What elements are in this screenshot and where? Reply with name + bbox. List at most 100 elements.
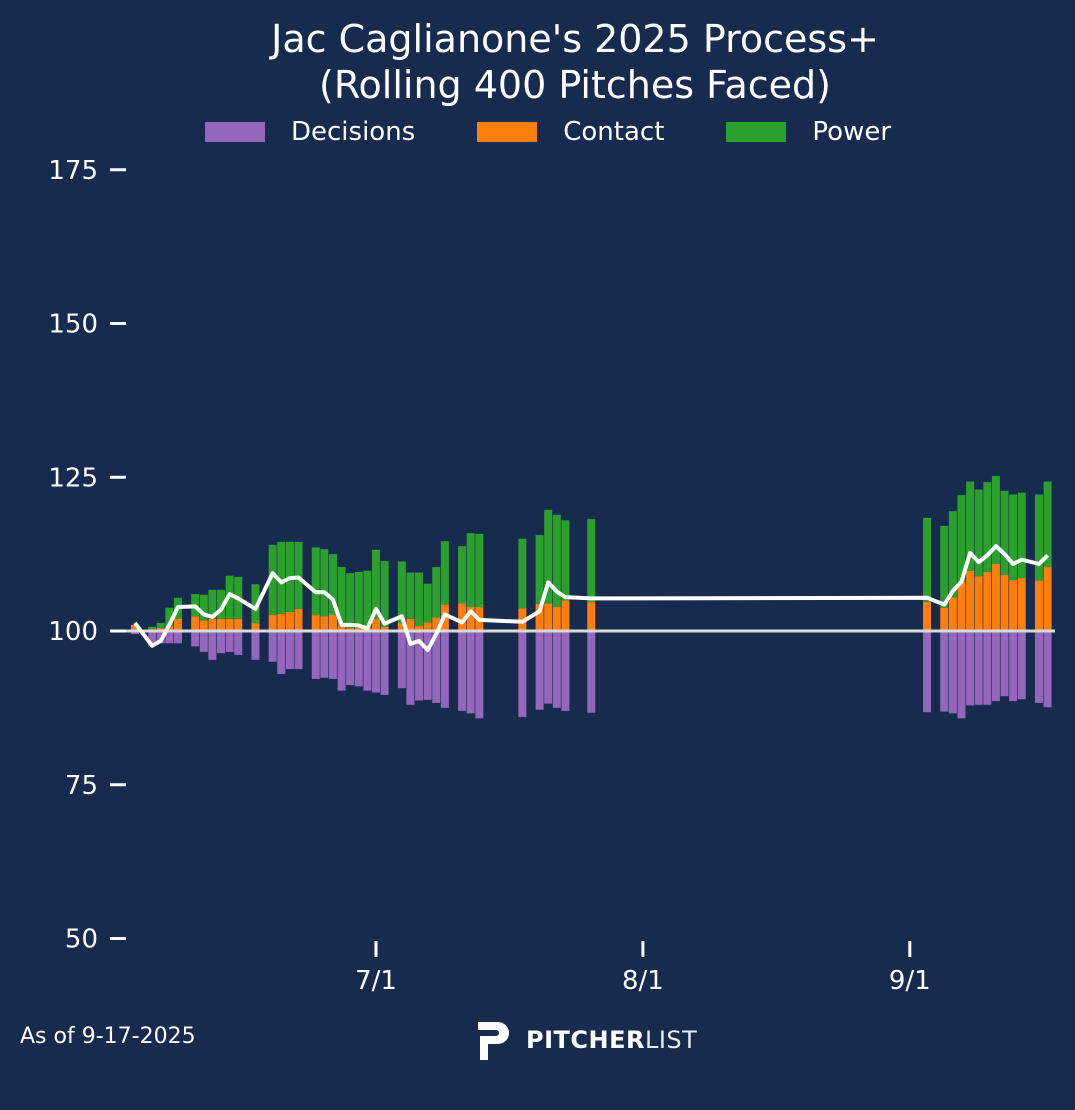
decisions-bar — [535, 631, 544, 710]
decisions-bar — [1043, 631, 1052, 708]
decisions-bar — [380, 631, 389, 695]
decisions-bar — [458, 631, 467, 711]
decisions-bar — [320, 631, 329, 678]
power-bar — [1000, 490, 1009, 576]
power-bar — [311, 547, 320, 616]
contact-bar — [285, 611, 294, 631]
power-bar — [948, 511, 957, 598]
contact-bar — [406, 618, 415, 631]
x-tick-label: 7/1 — [355, 966, 397, 996]
contact-bar — [966, 570, 975, 631]
legend-swatch-power — [726, 122, 787, 142]
contact-bar — [1034, 580, 1043, 631]
contact-bar — [544, 603, 553, 631]
x-tick-label: 8/1 — [622, 966, 664, 996]
decisions-bar — [251, 631, 260, 660]
decisions-bar — [328, 631, 337, 679]
power-bar — [974, 489, 983, 577]
y-tick-label: 150 — [48, 310, 98, 340]
contact-bar — [423, 622, 432, 631]
power-bar — [165, 607, 174, 627]
power-bar — [337, 567, 346, 627]
decisions-bar — [475, 631, 484, 719]
decisions-bar — [217, 631, 226, 654]
contact-bar — [983, 571, 992, 631]
chart-title: Jac Caglianone's 2025 Process+ (Rolling … — [0, 16, 1075, 108]
power-bar — [380, 560, 389, 627]
contact-bar — [217, 618, 226, 631]
power-bar — [923, 517, 932, 603]
contact-bar — [130, 624, 139, 631]
legend-item-decisions: Decisions — [205, 117, 415, 147]
legend-swatch-decisions — [205, 122, 265, 142]
power-bar — [1009, 494, 1018, 580]
power-bar — [940, 525, 949, 608]
power-bar — [432, 567, 441, 618]
decisions-bar — [372, 631, 380, 693]
decisions-bar — [983, 631, 992, 705]
power-bar — [544, 509, 553, 604]
decisions-bar — [268, 631, 277, 662]
power-bar — [466, 533, 475, 608]
power-bar — [217, 589, 226, 619]
legend-label-decisions: Decisions — [291, 117, 416, 147]
decisions-bar — [587, 631, 596, 713]
power-bar — [1017, 492, 1026, 579]
power-bar — [277, 541, 286, 614]
power-bar — [423, 583, 432, 623]
power-bar — [983, 482, 992, 572]
contact-bar — [156, 627, 165, 631]
contact-bar — [1017, 578, 1026, 631]
logo-text-bold: PITCHER — [526, 1026, 645, 1054]
contact-bar — [251, 623, 260, 631]
power-bar — [406, 572, 415, 619]
decisions-bar — [991, 631, 1000, 702]
power-bar — [268, 544, 277, 616]
power-bar — [199, 594, 208, 621]
pitcher-list-p-icon — [478, 1022, 509, 1060]
legend: Decisions Contact Power — [205, 117, 953, 147]
decisions-bar — [957, 631, 966, 719]
decisions-bar — [148, 631, 157, 647]
contact-bar — [320, 616, 329, 631]
power-bar — [148, 626, 157, 630]
power-bar — [440, 541, 449, 605]
decisions-bar — [561, 631, 570, 711]
legend-item-power: Power — [726, 117, 891, 147]
power-bar — [1043, 481, 1052, 568]
power-bar — [535, 535, 544, 604]
power-bar — [1034, 494, 1043, 581]
contact-bar — [294, 608, 303, 631]
power-bar — [415, 572, 424, 627]
contact-bar — [948, 597, 957, 631]
decisions-bar — [173, 631, 182, 644]
power-bar — [991, 476, 1000, 564]
as-of-date: As of 9-17-2025 — [20, 1024, 196, 1049]
contact-bar — [552, 607, 561, 631]
contact-bar — [974, 576, 983, 631]
decisions-bar — [285, 631, 294, 670]
contact-bar — [199, 620, 208, 631]
decisions-bar — [208, 631, 217, 660]
power-bar — [328, 554, 337, 616]
decisions-bar — [940, 631, 949, 712]
decisions-bar — [552, 631, 561, 708]
power-bar — [561, 520, 570, 601]
contact-bar — [1009, 579, 1018, 631]
contact-bar — [208, 618, 217, 631]
y-tick-label: 100 — [48, 617, 98, 647]
decisions-bar — [294, 631, 303, 670]
contact-bar — [191, 616, 200, 631]
contact-bar — [535, 603, 544, 631]
power-bar — [208, 589, 217, 619]
legend-item-contact: Contact — [477, 117, 664, 147]
power-bar — [552, 514, 561, 608]
legend-label-power: Power — [812, 117, 892, 147]
x-tick-label: 9/1 — [889, 966, 931, 996]
decisions-bar — [165, 631, 174, 644]
pitcher-list-logo: PITCHER LIST — [476, 1018, 697, 1062]
decisions-bar — [354, 631, 363, 687]
logo-text-light: LIST — [644, 1026, 698, 1054]
decisions-bar — [234, 631, 243, 655]
contact-bar — [415, 626, 424, 631]
